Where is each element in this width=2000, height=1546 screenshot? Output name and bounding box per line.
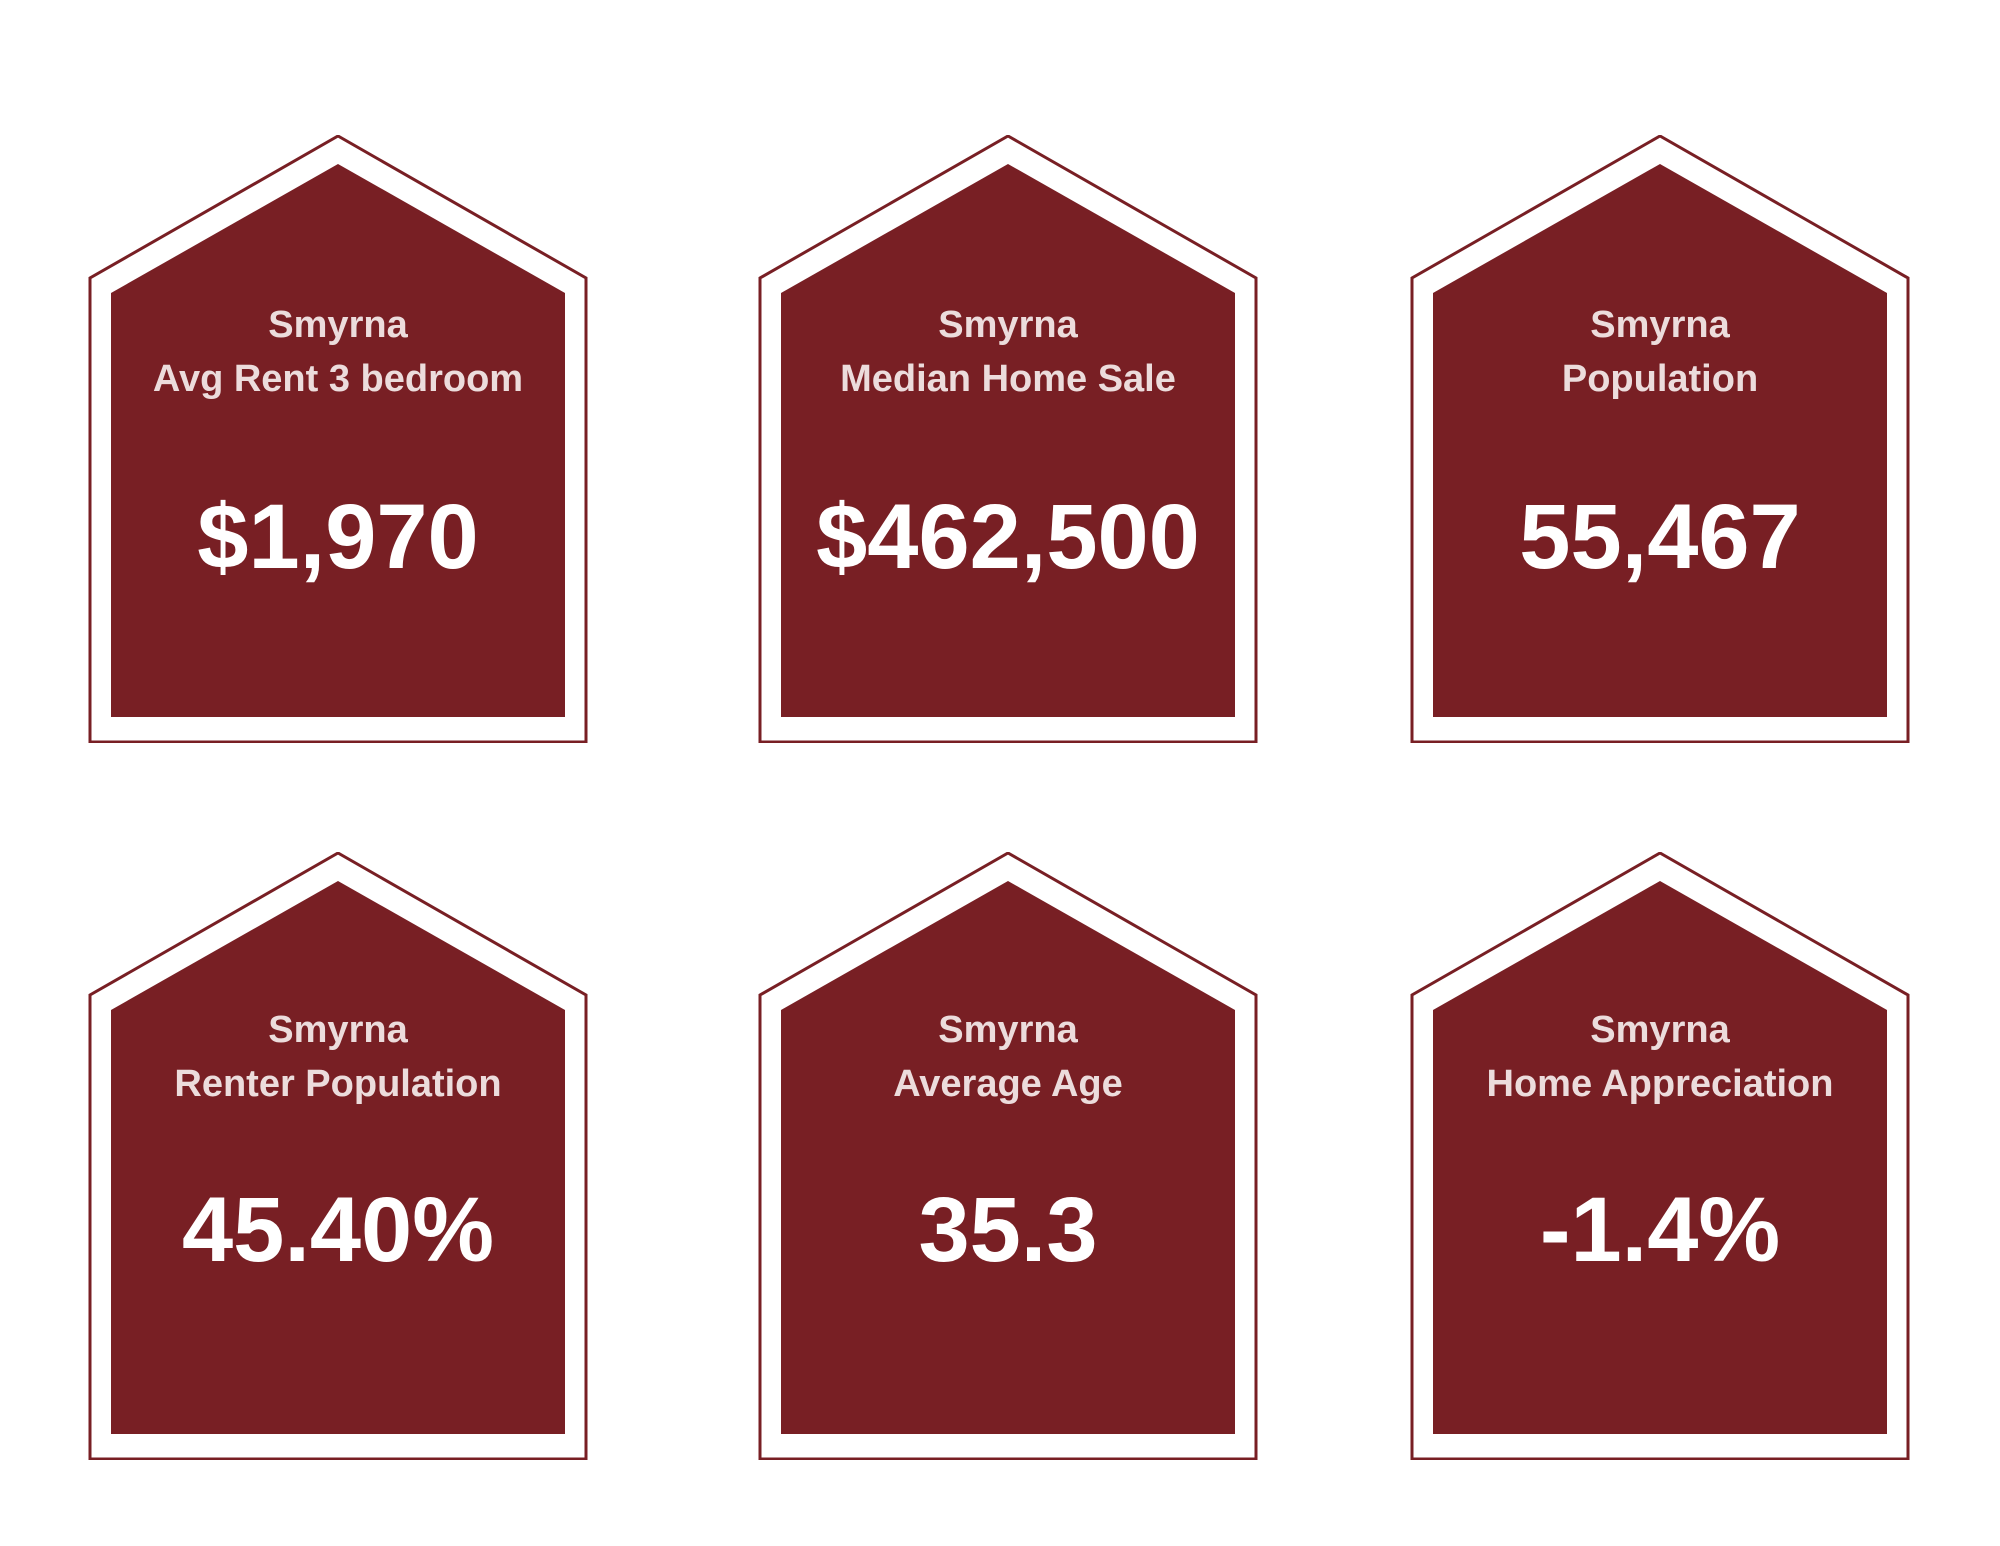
house-shape-icon [1410, 135, 1910, 743]
house-shape-icon [758, 135, 1258, 743]
stat-card-renter-population: Smyrna Renter Population 45.40% [88, 852, 588, 1460]
stat-card-label: Avg Rent 3 bedroom [152, 358, 524, 400]
stat-card-label: Median Home Sale [840, 358, 1176, 400]
stat-card-average-age: Smyrna Average Age 35.3 [758, 852, 1258, 1460]
house-shape-icon [88, 852, 588, 1460]
stat-card-avg-rent: Smyrna Avg Rent 3 bedroom $1,970 [88, 135, 588, 743]
stat-card-population: Smyrna Population 55,467 [1410, 135, 1910, 743]
stat-card-city: Smyrna [268, 304, 408, 346]
stat-card-home-appreciation: Smyrna Home Appreciation -1.4% [1410, 852, 1910, 1460]
stat-card-value: $462,500 [816, 486, 1200, 588]
stat-card-value: 45.40% [181, 1179, 495, 1281]
stat-card-city: Smyrna [1590, 1009, 1730, 1051]
stat-card-city: Smyrna [1590, 304, 1730, 346]
stat-card-city: Smyrna [938, 1009, 1078, 1051]
stat-card-city: Smyrna [268, 1009, 408, 1051]
stat-card-label: Population [1561, 358, 1759, 400]
house-shape-icon [88, 135, 588, 743]
stat-card-label: Renter Population [174, 1063, 502, 1105]
stat-card-label: Average Age [893, 1063, 1123, 1105]
stat-card-value: $1,970 [197, 486, 479, 588]
stat-card-label: Home Appreciation [1486, 1063, 1834, 1105]
house-shape-icon [758, 852, 1258, 1460]
house-shape-icon [1410, 852, 1910, 1460]
stat-card-median-home-sale: Smyrna Median Home Sale $462,500 [758, 135, 1258, 743]
stat-card-value: 55,467 [1519, 486, 1801, 588]
stat-card-city: Smyrna [938, 304, 1078, 346]
stat-card-value: -1.4% [1539, 1179, 1781, 1281]
stat-card-value: 35.3 [918, 1179, 1098, 1281]
